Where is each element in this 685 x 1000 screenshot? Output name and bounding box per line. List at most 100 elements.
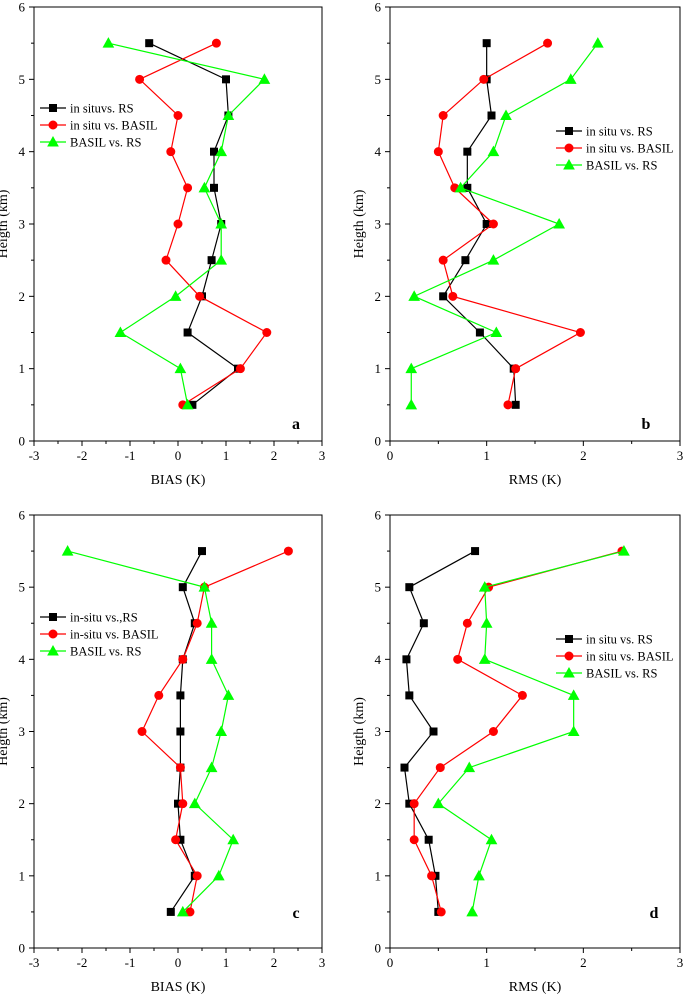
y-tick-label: 1 bbox=[19, 868, 26, 883]
data-point bbox=[227, 833, 240, 845]
x-tick-label: 3 bbox=[319, 955, 326, 970]
y-tick-label: 2 bbox=[375, 796, 382, 811]
data-point bbox=[205, 617, 218, 628]
x-axis-label: BIAS (K) bbox=[151, 473, 206, 488]
data-point bbox=[178, 583, 187, 592]
y-tick-label: 4 bbox=[375, 144, 382, 159]
y-tick-label: 4 bbox=[375, 652, 382, 667]
legend-entry: in situ vs. BASIL bbox=[40, 119, 158, 133]
series-square bbox=[400, 547, 480, 916]
data-point bbox=[435, 763, 445, 773]
data-point bbox=[262, 328, 272, 337]
data-point bbox=[145, 39, 154, 48]
series-line bbox=[108, 42, 266, 405]
data-point bbox=[166, 907, 175, 916]
x-tick-label: -2 bbox=[77, 955, 88, 970]
data-point bbox=[618, 545, 630, 556]
legend-marker bbox=[565, 127, 573, 135]
data-point bbox=[188, 797, 201, 809]
data-point bbox=[215, 217, 228, 229]
data-point bbox=[174, 362, 187, 374]
legend-marker bbox=[49, 104, 57, 112]
data-point bbox=[192, 618, 202, 628]
legend-marker bbox=[47, 644, 59, 656]
plot-frame bbox=[389, 6, 681, 442]
data-point bbox=[161, 255, 171, 265]
data-point bbox=[471, 547, 480, 556]
chart-panel-a: -3 -2 -1 0 1 2 3 0 1 2 3 4 5 6 BIAS (K) Heigth (km) a in … bbox=[0, 0, 325, 488]
data-point bbox=[408, 290, 421, 301]
legend-marker bbox=[563, 666, 575, 678]
data-point bbox=[176, 905, 189, 917]
data-point bbox=[553, 217, 566, 229]
y-tick-label: 4 bbox=[19, 144, 26, 159]
legend-label: BASIL vs. RS bbox=[586, 159, 657, 173]
legend-label: in-situ vs. BASIL bbox=[70, 628, 159, 642]
chart-panel-c: -3 -2 -1 0 1 2 3 0 1 2 3 4 5 6 BIAS (K) Heigth (km) c in-… bbox=[0, 508, 325, 996]
data-point bbox=[235, 364, 245, 374]
data-point bbox=[222, 75, 230, 84]
data-point bbox=[478, 581, 491, 592]
legend-label: in situ vs. BASIL bbox=[70, 119, 158, 133]
x-tick-label: -1 bbox=[125, 955, 136, 970]
data-point bbox=[463, 147, 472, 156]
data-point bbox=[487, 111, 496, 120]
y-tick-label: 0 bbox=[375, 941, 382, 956]
data-point bbox=[114, 326, 127, 337]
y-tick-label: 6 bbox=[19, 0, 26, 15]
legend-marker bbox=[49, 613, 57, 621]
data-point bbox=[478, 653, 491, 664]
legend-entry: BASIL vs. RS bbox=[40, 136, 141, 150]
x-tick-label: 2 bbox=[271, 955, 278, 970]
series-circle bbox=[433, 38, 585, 410]
legend-entry: in situ vs. RS bbox=[556, 125, 653, 139]
data-point bbox=[427, 871, 437, 881]
x-tick-label: 0 bbox=[387, 448, 394, 463]
series-triangle bbox=[405, 37, 604, 410]
x-tick-label: -3 bbox=[29, 955, 40, 970]
legend-entry: in-situ vs. BASIL bbox=[40, 628, 159, 642]
data-point bbox=[543, 38, 553, 48]
data-point bbox=[207, 256, 216, 265]
data-point bbox=[198, 547, 206, 556]
panel-label: d bbox=[650, 905, 659, 922]
data-point bbox=[485, 833, 498, 845]
data-point bbox=[487, 254, 500, 265]
y-tick-label: 5 bbox=[375, 580, 382, 595]
data-point bbox=[564, 73, 577, 84]
series-line bbox=[138, 42, 268, 406]
y-tick-label: 2 bbox=[19, 289, 26, 304]
legend-entry: in situ vs. RS bbox=[556, 633, 653, 647]
legend-marker bbox=[47, 135, 59, 147]
data-point bbox=[436, 907, 446, 917]
y-tick-label: 5 bbox=[375, 72, 382, 87]
y-axis-label: Heigth (km) bbox=[0, 189, 11, 258]
legend-marker bbox=[48, 120, 58, 130]
x-tick-label: 0 bbox=[175, 955, 182, 970]
data-point bbox=[439, 292, 448, 301]
x-tick-label: 0 bbox=[387, 955, 394, 970]
data-point bbox=[61, 545, 74, 556]
x-axis-label: RMS (K) bbox=[509, 473, 562, 488]
x-tick-label: 2 bbox=[580, 448, 587, 463]
data-point bbox=[166, 147, 176, 157]
legend-entry: BASIL vs. RS bbox=[40, 645, 141, 659]
data-point bbox=[198, 581, 211, 592]
legend-label: BASIL vs. RS bbox=[70, 136, 141, 150]
data-point bbox=[154, 690, 164, 700]
legend-label: in situ vs. BASIL bbox=[586, 142, 674, 156]
data-point bbox=[210, 183, 218, 192]
data-point bbox=[433, 147, 443, 157]
series-circle bbox=[135, 38, 272, 410]
series-line bbox=[413, 550, 623, 913]
data-point bbox=[424, 835, 433, 844]
legend-marker bbox=[48, 629, 58, 639]
x-tick-label: 3 bbox=[677, 955, 684, 970]
data-point bbox=[137, 727, 147, 736]
data-point bbox=[475, 328, 484, 337]
series-triangle bbox=[432, 545, 630, 917]
data-point bbox=[183, 183, 193, 193]
data-point bbox=[215, 725, 228, 736]
data-point bbox=[503, 400, 513, 410]
